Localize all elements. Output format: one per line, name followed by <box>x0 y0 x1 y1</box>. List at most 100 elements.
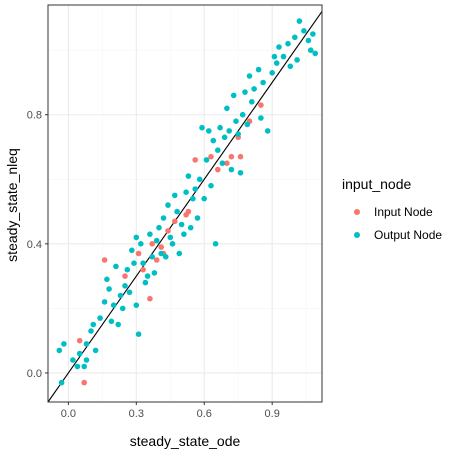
output-node-point <box>233 118 239 124</box>
input-node-point <box>158 244 164 250</box>
output-node-point <box>156 224 162 231</box>
input-node-point <box>172 218 178 225</box>
output-node-point <box>138 241 144 247</box>
output-node-point <box>228 166 235 173</box>
output-node-point <box>172 192 178 199</box>
output-node-point <box>90 321 97 328</box>
output-node-point <box>196 176 203 183</box>
input-node-point <box>101 257 108 263</box>
legend-key-output-node <box>354 232 360 238</box>
output-node-point <box>140 260 146 267</box>
output-node-point <box>88 328 94 334</box>
input-node-point <box>76 337 83 344</box>
output-node-point <box>215 147 221 153</box>
panel-border <box>47 4 323 403</box>
input-node-point <box>208 153 214 160</box>
input-node-point <box>147 295 153 302</box>
output-node-point <box>56 347 63 354</box>
y-axis-ticks: 0.0 0.4 0.8 <box>27 110 48 380</box>
output-node-point <box>149 253 155 260</box>
output-node-point <box>122 283 128 289</box>
output-node-point <box>305 37 312 44</box>
output-node-point <box>194 215 201 221</box>
output-node-point <box>199 124 205 131</box>
output-node-point <box>108 318 115 325</box>
output-node-point <box>104 276 110 283</box>
output-node-point <box>280 53 287 60</box>
output-node-point <box>224 105 230 112</box>
output-node-point <box>167 234 174 241</box>
output-node-point <box>212 241 219 247</box>
input-node-point <box>237 153 244 160</box>
output-node-point <box>287 63 294 70</box>
output-node-point <box>135 331 142 338</box>
output-node-point <box>235 131 241 137</box>
output-node-point <box>119 305 126 312</box>
y-tick-label: 0.0 <box>27 368 42 380</box>
output-node-point <box>147 231 153 237</box>
output-node-point <box>219 160 226 166</box>
reference-line <box>47 11 323 403</box>
output-node-point <box>183 189 189 195</box>
output-node-point <box>92 347 99 354</box>
output-node-point <box>264 128 271 134</box>
output-node-point <box>217 124 223 131</box>
output-node-point <box>110 302 117 309</box>
input-node-point <box>224 160 230 166</box>
output-node-point <box>165 202 171 208</box>
legend: input_node Input Node Output Node <box>342 176 442 242</box>
output-node-point <box>74 363 81 370</box>
output-node-point <box>310 31 316 37</box>
output-node-point <box>249 99 255 105</box>
x-tick-label: 0.0 <box>61 408 76 420</box>
x-tick-label: 0.9 <box>265 408 280 420</box>
output-node-point <box>246 73 253 79</box>
legend-label-input-node: Input Node <box>374 205 433 219</box>
output-node-point <box>101 299 108 305</box>
grid-lines <box>48 5 322 402</box>
output-node-point <box>70 357 76 363</box>
output-node-point <box>276 44 282 50</box>
output-node-point <box>81 363 87 370</box>
output-node-point <box>230 92 237 99</box>
output-node-point <box>133 302 140 309</box>
input-node-point <box>258 102 264 108</box>
output-node-point <box>307 47 314 53</box>
output-node-point <box>142 279 149 286</box>
output-node-point <box>115 321 121 328</box>
output-node-point <box>129 247 135 254</box>
input-node-point <box>149 241 155 247</box>
input-node-point <box>153 257 160 263</box>
output-node-point <box>226 128 232 134</box>
output-node-point <box>83 341 90 347</box>
output-node-point <box>163 253 169 260</box>
output-node-point <box>260 79 266 86</box>
output-node-point <box>190 195 196 202</box>
output-node-point <box>294 57 300 63</box>
y-tick-label: 0.4 <box>27 239 42 251</box>
output-node-point <box>117 292 124 299</box>
output-node-point <box>269 70 276 76</box>
output-node-point <box>151 270 158 276</box>
y-axis-title: steady_state_nleq <box>4 148 20 262</box>
output-node-point <box>296 18 303 24</box>
output-node-point <box>144 273 151 279</box>
output-node-point <box>160 215 167 221</box>
output-node-point <box>301 28 307 34</box>
output-node-point <box>258 115 264 121</box>
data-points <box>56 18 319 386</box>
input-node-point <box>185 208 192 215</box>
input-node-point <box>228 153 235 160</box>
input-node-point <box>165 228 171 234</box>
output-node-point <box>221 134 228 141</box>
output-node-point <box>187 224 194 231</box>
output-node-point <box>174 208 180 215</box>
output-node-point <box>106 286 112 292</box>
output-node-point <box>201 195 207 202</box>
reference-line-group <box>47 11 323 403</box>
input-node-point <box>135 250 142 257</box>
output-node-point <box>124 266 131 273</box>
legend-label-output-node: Output Node <box>374 228 442 242</box>
